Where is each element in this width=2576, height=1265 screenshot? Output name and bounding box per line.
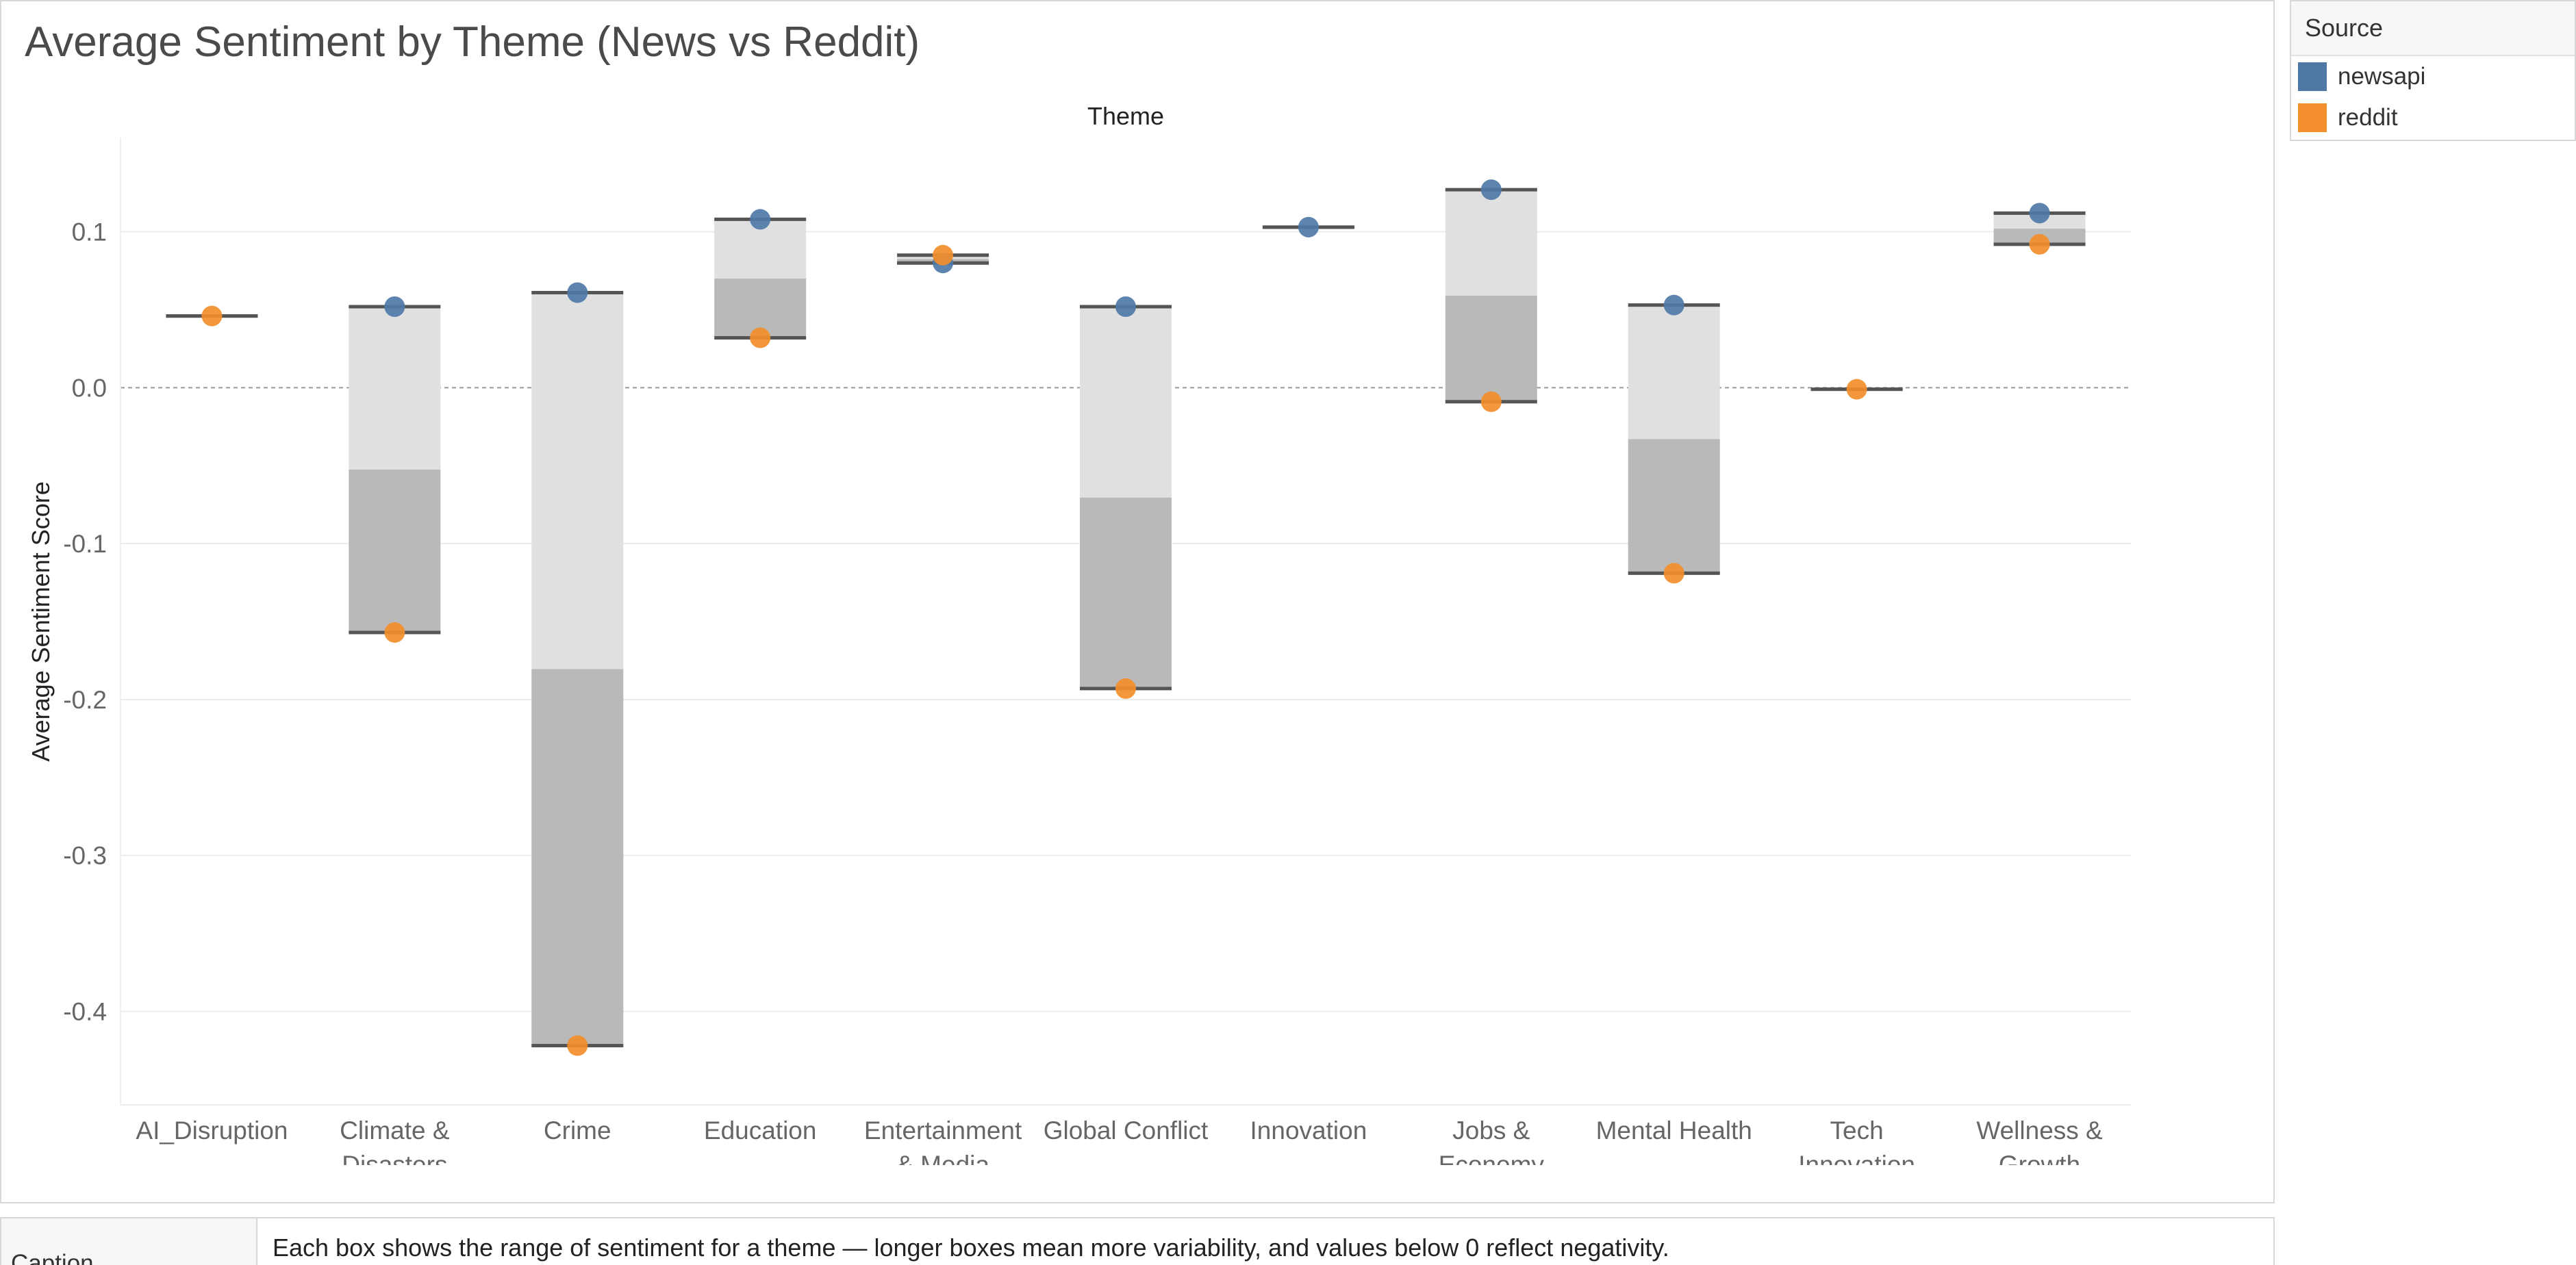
y-tick-label: -0.4 (63, 997, 107, 1025)
box-lower (531, 669, 624, 1046)
x-tick-label: Jobs & (1452, 1116, 1530, 1145)
box-lower (1080, 497, 1172, 689)
x-tick-label: Disasters (342, 1151, 447, 1165)
reddit-point (1663, 563, 1684, 584)
x-tick-label: Education (704, 1116, 817, 1145)
reddit-point (201, 305, 223, 327)
x-tick-label: Wellness & (1976, 1116, 2103, 1145)
legend-label: newsapi (2338, 63, 2426, 90)
x-tick-label: AI_Disruption (136, 1116, 288, 1145)
reddit-swatch (2298, 103, 2327, 132)
x-tick-label: Crime (544, 1116, 611, 1145)
newsapi-point (2029, 203, 2050, 224)
x-tick-label: Climate & (340, 1116, 450, 1145)
newsapi-point (1480, 179, 1502, 201)
y-tick-label: -0.1 (63, 530, 107, 558)
y-tick-labels: 0.1 0.0 -0.1 -0.2 -0.3 -0.4 (63, 218, 107, 1026)
box-upper (1445, 190, 1537, 296)
box-lower (1628, 439, 1720, 574)
reddit-point (933, 244, 954, 266)
boxes (166, 188, 2086, 1047)
newsapi-point (384, 296, 405, 317)
box-upper (1628, 305, 1720, 439)
x-tick-label: Innovation (1250, 1116, 1367, 1145)
y-tick-label: -0.3 (63, 842, 107, 870)
reddit-point (2029, 233, 2050, 255)
reddit-point (1115, 678, 1136, 699)
reddit-point (567, 1035, 588, 1056)
box-upper (1080, 306, 1172, 498)
legend: Source newsapi reddit (2290, 0, 2576, 141)
legend-title: Source (2291, 1, 2575, 56)
box-upper (531, 292, 624, 669)
legend-label: reddit (2338, 104, 2398, 131)
reddit-point (1846, 379, 1867, 400)
box-plot: Theme Average Sentiment Score 0.1 0.0 -0.1… (27, 102, 2131, 1165)
x-tick-label: Economy (1439, 1151, 1545, 1165)
column-header: Theme (1087, 102, 1164, 130)
reddit-point (384, 622, 405, 643)
newsapi-point (750, 209, 771, 230)
x-tick-label: Growth (1999, 1151, 2080, 1165)
y-tick-label: 0.0 (72, 374, 107, 402)
x-tick-label: Mental Health (1596, 1116, 1752, 1145)
box-upper (349, 306, 441, 470)
x-tick-label: Innovation (1798, 1151, 1915, 1165)
data-points (201, 179, 2050, 1056)
x-tick-label: Tech (1830, 1116, 1884, 1145)
x-tick-label: & Media (896, 1151, 989, 1165)
caption-panel: Caption Each box shows the range of sent… (0, 1217, 2275, 1265)
y-axis-label: Average Sentiment Score (27, 481, 55, 762)
chart-sheet: Average Sentiment by Theme (News vs Redd… (0, 0, 2275, 1203)
newsapi-point (1298, 216, 1319, 238)
y-tick-label: -0.2 (63, 686, 107, 714)
box-lower (349, 469, 441, 632)
newsapi-point (1115, 296, 1136, 317)
newsapi-swatch (2298, 62, 2327, 91)
legend-item-reddit[interactable]: reddit (2291, 97, 2575, 138)
x-tick-labels: AI_Disruption Climate & Disasters Crime Educ… (136, 1116, 2103, 1165)
caption-label: Caption (1, 1218, 257, 1265)
reddit-point (1480, 391, 1502, 412)
reddit-point (750, 327, 771, 348)
x-tick-label: Entertainment (864, 1116, 1022, 1145)
newsapi-point (567, 282, 588, 303)
chart-title: Average Sentiment by Theme (News vs Redd… (25, 18, 920, 66)
newsapi-point (1663, 294, 1684, 316)
x-tick-label: Global Conflict (1044, 1116, 1209, 1145)
y-tick-label: 0.1 (72, 218, 107, 246)
box-lower (1445, 296, 1537, 402)
legend-item-newsapi[interactable]: newsapi (2291, 56, 2575, 97)
caption-text: Each box shows the range of sentiment fo… (273, 1234, 1669, 1262)
